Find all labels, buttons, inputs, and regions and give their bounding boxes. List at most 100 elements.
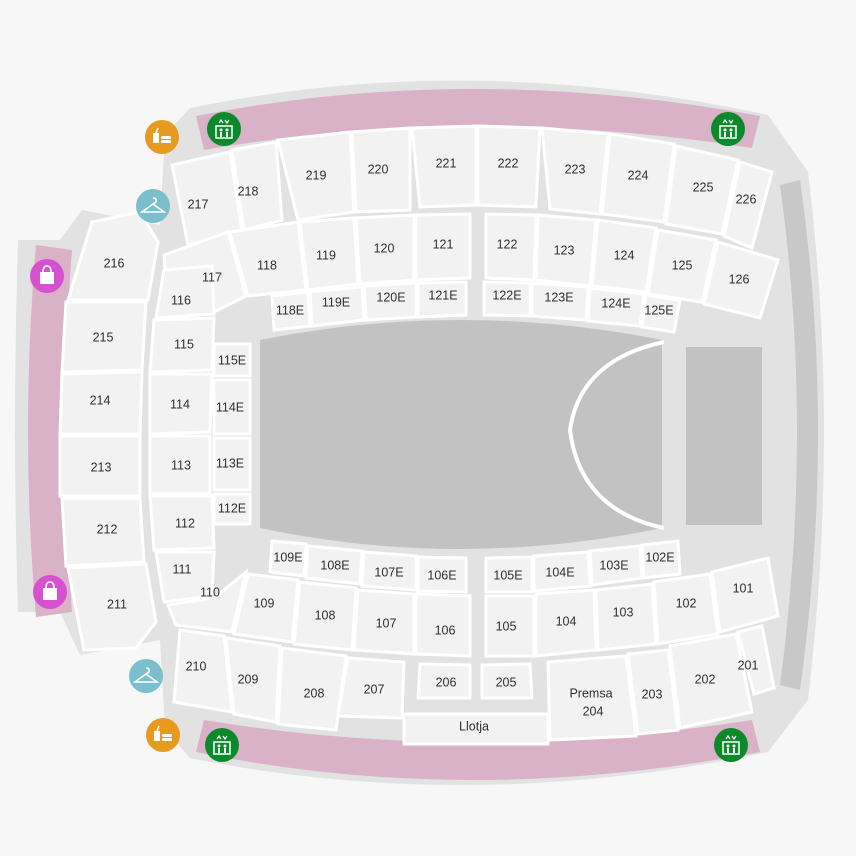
section-112[interactable] xyxy=(148,494,216,552)
shop-icon[interactable] xyxy=(30,259,64,293)
section-124E[interactable] xyxy=(586,286,646,328)
elevator-icon[interactable] xyxy=(711,112,745,146)
section-106[interactable] xyxy=(414,592,472,658)
bottom-pink-ring xyxy=(196,720,760,780)
section-116[interactable] xyxy=(154,264,216,320)
section-225[interactable] xyxy=(664,144,740,236)
food-icon[interactable] xyxy=(146,718,180,752)
cloakroom-icon[interactable] xyxy=(136,189,170,223)
section-124[interactable] xyxy=(590,218,658,294)
section-llotja[interactable] xyxy=(402,712,550,746)
upper-tier-left xyxy=(58,210,160,652)
section-122[interactable] xyxy=(484,212,538,282)
lower-tier-bottom xyxy=(165,556,780,658)
section-113[interactable] xyxy=(148,434,212,496)
section-114E[interactable] xyxy=(212,378,252,436)
section-212[interactable] xyxy=(60,496,146,568)
section-120E[interactable] xyxy=(362,281,418,322)
section-208[interactable] xyxy=(276,646,348,732)
section-219[interactable] xyxy=(276,130,356,222)
section-109[interactable] xyxy=(232,572,300,644)
section-126[interactable] xyxy=(702,240,780,320)
section-102[interactable] xyxy=(652,572,720,646)
section-209[interactable] xyxy=(224,636,282,724)
section-111[interactable] xyxy=(154,550,216,604)
upper-tier-bottom xyxy=(172,624,776,746)
section-206[interactable] xyxy=(416,662,472,700)
section-218[interactable] xyxy=(230,140,284,232)
field xyxy=(260,320,662,549)
shop-icon[interactable] xyxy=(33,575,67,609)
lower-tier-left xyxy=(148,264,216,604)
elevator-icon[interactable] xyxy=(714,728,748,762)
section-101[interactable] xyxy=(710,556,780,634)
section-213[interactable] xyxy=(58,434,142,498)
section-221[interactable] xyxy=(410,124,478,209)
top-pink-ring xyxy=(196,89,760,150)
section-114[interactable] xyxy=(148,372,214,436)
section-122E[interactable] xyxy=(482,280,532,318)
section-220[interactable] xyxy=(350,126,412,214)
e-row-top xyxy=(270,280,682,334)
section-112E[interactable] xyxy=(212,492,252,526)
section-125[interactable] xyxy=(646,228,718,304)
section-108E[interactable] xyxy=(304,544,364,586)
section-204[interactable] xyxy=(546,654,638,742)
e-row-left xyxy=(212,342,252,526)
section-121E[interactable] xyxy=(416,280,468,319)
right-ring xyxy=(780,180,818,690)
stage-arc xyxy=(567,340,665,530)
section-105[interactable] xyxy=(484,594,536,658)
section-107[interactable] xyxy=(352,588,416,656)
elevator-icon[interactable] xyxy=(205,728,239,762)
left-pink-ring xyxy=(28,245,72,617)
section-207[interactable] xyxy=(336,656,406,720)
stage-block xyxy=(686,347,762,525)
section-119[interactable] xyxy=(298,216,360,292)
section-102E[interactable] xyxy=(640,539,682,580)
cloakroom-icon[interactable] xyxy=(129,659,163,693)
section-103[interactable] xyxy=(594,582,658,652)
section-115[interactable] xyxy=(148,316,216,374)
section-123[interactable] xyxy=(534,213,598,288)
section-119E[interactable] xyxy=(308,285,366,328)
section-106E[interactable] xyxy=(416,555,468,594)
amenity-icons xyxy=(30,112,748,762)
section-203[interactable] xyxy=(626,648,680,736)
section-105E[interactable] xyxy=(484,555,534,594)
section-123E[interactable] xyxy=(530,281,590,322)
section-214[interactable] xyxy=(58,370,144,436)
e-row-bottom xyxy=(268,539,682,594)
section-118[interactable] xyxy=(228,220,308,298)
section-109E[interactable] xyxy=(268,539,308,578)
section-202[interactable] xyxy=(668,632,754,730)
section-215[interactable] xyxy=(60,300,148,374)
section-104E[interactable] xyxy=(532,550,592,593)
section-121[interactable] xyxy=(414,212,472,282)
section-211[interactable] xyxy=(66,562,158,652)
section-222[interactable] xyxy=(476,124,542,209)
section-216[interactable] xyxy=(65,210,160,302)
section-120[interactable] xyxy=(354,213,416,286)
elevator-icon[interactable] xyxy=(207,112,241,146)
section-107E[interactable] xyxy=(360,550,418,592)
section-223[interactable] xyxy=(540,126,610,216)
section-115E[interactable] xyxy=(212,342,252,378)
section-110[interactable] xyxy=(165,568,249,634)
section-210[interactable] xyxy=(172,628,234,714)
section-226[interactable] xyxy=(722,160,774,251)
section-113E[interactable] xyxy=(212,436,252,492)
section-125E[interactable] xyxy=(640,293,682,334)
lower-tier-top xyxy=(162,212,780,320)
section-224[interactable] xyxy=(600,132,676,224)
section-104[interactable] xyxy=(534,588,598,658)
section-108[interactable] xyxy=(292,580,358,652)
section-103E[interactable] xyxy=(588,544,644,587)
food-icon[interactable] xyxy=(145,120,179,154)
section-118E[interactable] xyxy=(270,290,312,332)
upper-tier-top xyxy=(170,124,774,251)
section-205[interactable] xyxy=(480,662,534,700)
section-201[interactable] xyxy=(736,624,776,696)
